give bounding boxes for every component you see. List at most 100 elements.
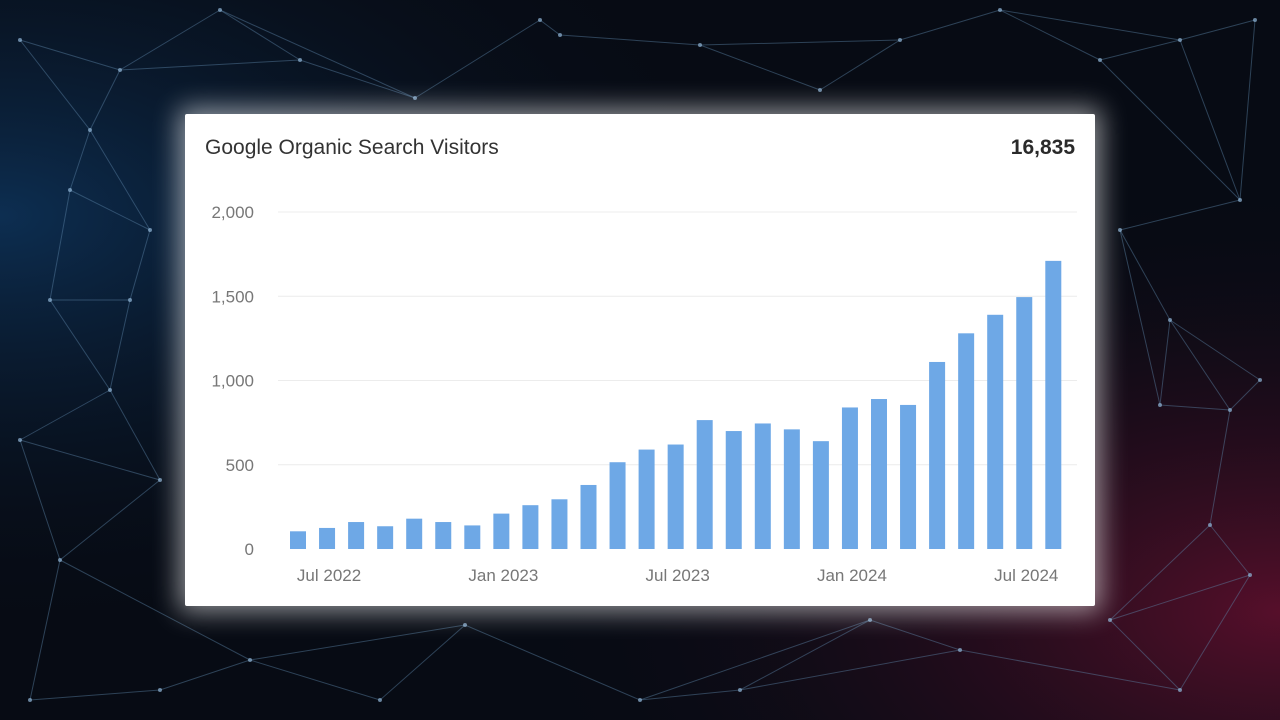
- network-node: [1228, 408, 1232, 412]
- network-line: [49, 189, 71, 301]
- x-tick-label: Jan 2024: [817, 566, 887, 585]
- x-tick-label: Jan 2023: [468, 566, 538, 585]
- network-line: [1179, 39, 1241, 201]
- network-node: [218, 8, 222, 12]
- network-node: [1238, 198, 1242, 202]
- network-line: [1169, 319, 1231, 411]
- network-line: [1209, 524, 1251, 576]
- network-node: [1168, 318, 1172, 322]
- network-line: [959, 649, 1181, 691]
- network-node: [638, 698, 642, 702]
- network-line: [739, 619, 871, 691]
- network-line: [1099, 59, 1241, 201]
- bar: [1016, 297, 1033, 549]
- network-line: [1099, 39, 1181, 61]
- network-node: [118, 68, 122, 72]
- network-line: [299, 59, 416, 99]
- network-line: [1229, 379, 1261, 411]
- network-line: [1209, 409, 1231, 526]
- network-line: [1109, 524, 1211, 621]
- network-node: [1098, 58, 1102, 62]
- bar: [435, 522, 452, 549]
- network-node: [1253, 18, 1257, 22]
- network-node: [1118, 228, 1122, 232]
- network-line: [219, 9, 416, 99]
- network-node: [1158, 403, 1162, 407]
- network-line: [59, 559, 251, 661]
- network-line: [59, 479, 161, 561]
- bar: [348, 522, 365, 549]
- network-line: [819, 39, 901, 91]
- chart-title: Google Organic Search Visitors: [205, 136, 499, 159]
- bar: [958, 333, 975, 549]
- y-tick-label: 1,500: [211, 287, 254, 306]
- network-node: [1258, 378, 1262, 382]
- network-node: [538, 18, 542, 22]
- network-node: [108, 388, 112, 392]
- x-axis-ticks: Jul 2022 Jan 2023 Jul 2023 Jan 2024 Jul 2024: [297, 566, 1058, 585]
- network-line: [109, 299, 131, 391]
- x-tick-label: Jul 2023: [646, 566, 710, 585]
- network-line: [414, 19, 541, 99]
- bar: [696, 420, 713, 549]
- bar: [464, 525, 481, 549]
- network-line: [249, 624, 466, 661]
- network-node: [148, 228, 152, 232]
- network-node: [128, 298, 132, 302]
- bar: [667, 444, 684, 549]
- chart-card: Google Organic Search Visitors 16,835 0 5…: [185, 114, 1095, 606]
- network-node: [463, 623, 467, 627]
- network-line: [49, 299, 111, 391]
- network-node: [68, 188, 72, 192]
- network-line: [249, 659, 381, 701]
- network-node: [18, 38, 22, 42]
- bar: [783, 429, 800, 549]
- bar: [900, 404, 917, 549]
- network-node: [1178, 38, 1182, 42]
- bar: [1045, 260, 1062, 549]
- bar: [638, 449, 655, 549]
- y-tick-label: 0: [245, 540, 254, 559]
- network-line: [119, 59, 301, 71]
- bar: [754, 423, 771, 549]
- bar: [580, 484, 597, 549]
- network-line: [29, 689, 161, 701]
- x-tick-label: Jul 2024: [994, 566, 1058, 585]
- bar: [290, 531, 306, 549]
- bar: [841, 407, 858, 549]
- network-node: [158, 688, 162, 692]
- bar: [987, 314, 1004, 549]
- bar: [377, 526, 394, 549]
- network-line: [639, 619, 871, 701]
- network-line: [69, 189, 151, 231]
- bar: [812, 441, 829, 549]
- network-line: [739, 649, 961, 691]
- network-line: [129, 229, 151, 301]
- bar: [406, 518, 423, 549]
- network-node: [1108, 618, 1112, 622]
- network-node: [698, 43, 702, 47]
- network-node: [298, 58, 302, 62]
- network-line: [159, 659, 251, 691]
- bar: [609, 462, 626, 549]
- network-line: [19, 39, 91, 131]
- network-node: [378, 698, 382, 702]
- network-line: [1179, 19, 1256, 41]
- y-tick-label: 500: [226, 456, 254, 475]
- bar: [522, 505, 539, 549]
- bar: [319, 527, 336, 549]
- network-node: [1208, 523, 1212, 527]
- network-line: [999, 9, 1101, 61]
- total-visitors-value: 16,835: [1010, 136, 1075, 159]
- network-line: [1159, 404, 1231, 411]
- network-line: [639, 689, 741, 701]
- bars: [290, 260, 1062, 549]
- network-node: [958, 648, 962, 652]
- network-node: [1178, 688, 1182, 692]
- network-line: [869, 619, 961, 651]
- network-line: [19, 39, 121, 71]
- network-line: [29, 559, 61, 701]
- network-node: [558, 33, 562, 37]
- network-line: [999, 9, 1181, 41]
- network-node: [998, 8, 1002, 12]
